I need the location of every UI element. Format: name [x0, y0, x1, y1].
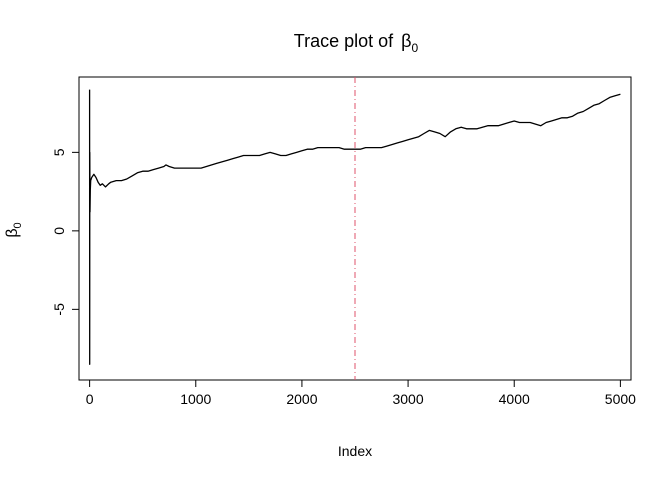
y-tick-label: -5	[51, 303, 67, 316]
y-axis-label-subscript: 0	[12, 222, 24, 228]
chart-title: Trace plot of β0	[294, 31, 419, 55]
chart-title-symbol: β	[401, 31, 411, 51]
x-axis-label: Index	[338, 443, 372, 459]
chart-title-subscript: 0	[412, 41, 419, 55]
x-tick-label: 5000	[605, 391, 636, 407]
x-tick-label: 1000	[180, 391, 211, 407]
y-axis-label-symbol: β	[4, 228, 21, 237]
y-tick-label: 5	[51, 148, 67, 156]
series-layer	[88, 89, 621, 365]
x-tick-label: 3000	[392, 391, 423, 407]
x-axis: 0 1000 2000 3000 4000 5000	[86, 379, 636, 407]
x-tick-label: 4000	[499, 391, 530, 407]
x-tick-label: 2000	[286, 391, 317, 407]
x-tick-label: 0	[86, 391, 94, 407]
svg-text:β0: β0	[4, 222, 24, 237]
chart-title-text: Trace plot of	[294, 31, 394, 51]
y-tick-label: 0	[51, 227, 67, 235]
y-axis: -5 0 5	[51, 148, 80, 316]
y-axis-label: β0	[4, 222, 24, 237]
series-line-0	[88, 89, 621, 365]
